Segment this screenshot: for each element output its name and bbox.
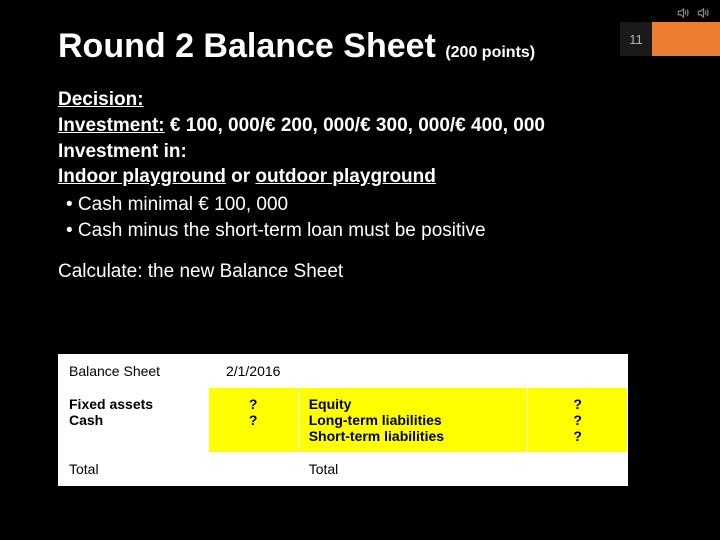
q-mark: ? bbox=[538, 396, 617, 412]
q-mark: ? bbox=[219, 412, 288, 428]
cell-asset-values: ? ? bbox=[208, 388, 298, 453]
q-mark: ? bbox=[538, 412, 617, 428]
option-indoor: Indoor playground bbox=[58, 166, 226, 187]
table-row: Total Total bbox=[59, 453, 628, 486]
table-row: Fixed assets Cash ? ? Equity Long-term l… bbox=[59, 388, 628, 453]
calculate-line: Calculate: the new Balance Sheet bbox=[58, 261, 610, 283]
cell-total-right: Total bbox=[298, 453, 528, 486]
bullet-cash-min: • Cash minimal € 100, 000 bbox=[66, 192, 610, 218]
cell-header-left: Balance Sheet bbox=[59, 355, 209, 388]
balance-sheet-table: Balance Sheet 2/1/2016 Fixed assets Cash… bbox=[58, 354, 628, 486]
cell-empty bbox=[528, 355, 628, 388]
cell-liability-values: ? ? ? bbox=[528, 388, 628, 453]
investment-in-label: Investment in: bbox=[58, 141, 187, 162]
bullet-cash-positive: • Cash minus the short-term loan must be… bbox=[66, 218, 610, 244]
cell-liabilities: Equity Long-term liabilities Short-term … bbox=[298, 388, 528, 453]
table: Balance Sheet 2/1/2016 Fixed assets Cash… bbox=[58, 354, 628, 486]
equity-label: Equity bbox=[309, 396, 518, 412]
cell-empty bbox=[528, 453, 628, 486]
decision-label: Decision: bbox=[58, 89, 144, 110]
cell-empty bbox=[298, 355, 528, 388]
or-text: or bbox=[226, 166, 256, 187]
slide-content: Round 2 Balance Sheet (200 points) Decis… bbox=[58, 28, 610, 283]
slide-number-box: 11 bbox=[620, 22, 720, 56]
cell-empty bbox=[208, 453, 298, 486]
cell-total-left: Total bbox=[59, 453, 209, 486]
option-outdoor: outdoor playground bbox=[255, 166, 435, 187]
longterm-label: Long-term liabilities bbox=[309, 412, 518, 428]
q-mark: ? bbox=[538, 428, 617, 444]
calculate-label: Calculate: bbox=[58, 261, 143, 282]
slide-number: 11 bbox=[620, 22, 652, 56]
table-row: Balance Sheet 2/1/2016 bbox=[59, 355, 628, 388]
title-main: Round 2 Balance Sheet bbox=[58, 27, 436, 65]
investment-label: Investment: bbox=[58, 115, 165, 136]
title-points: (200 points) bbox=[445, 44, 535, 61]
shortterm-label: Short-term liabilities bbox=[309, 428, 518, 444]
calculate-text: the new Balance Sheet bbox=[143, 261, 344, 282]
slide-title: Round 2 Balance Sheet (200 points) bbox=[58, 28, 610, 65]
cell-assets: Fixed assets Cash bbox=[59, 388, 209, 453]
investment-values: € 100, 000/€ 200, 000/€ 300, 000/€ 400, … bbox=[170, 115, 545, 136]
q-mark: ? bbox=[219, 396, 288, 412]
cell-header-date: 2/1/2016 bbox=[208, 355, 298, 388]
accent-block bbox=[652, 22, 720, 56]
cash-label: Cash bbox=[69, 412, 198, 428]
decision-block: Decision: Investment: € 100, 000/€ 200, … bbox=[58, 87, 610, 243]
fixed-assets-label: Fixed assets bbox=[69, 396, 198, 412]
constraints-list: • Cash minimal € 100, 000 • Cash minus t… bbox=[58, 192, 610, 243]
